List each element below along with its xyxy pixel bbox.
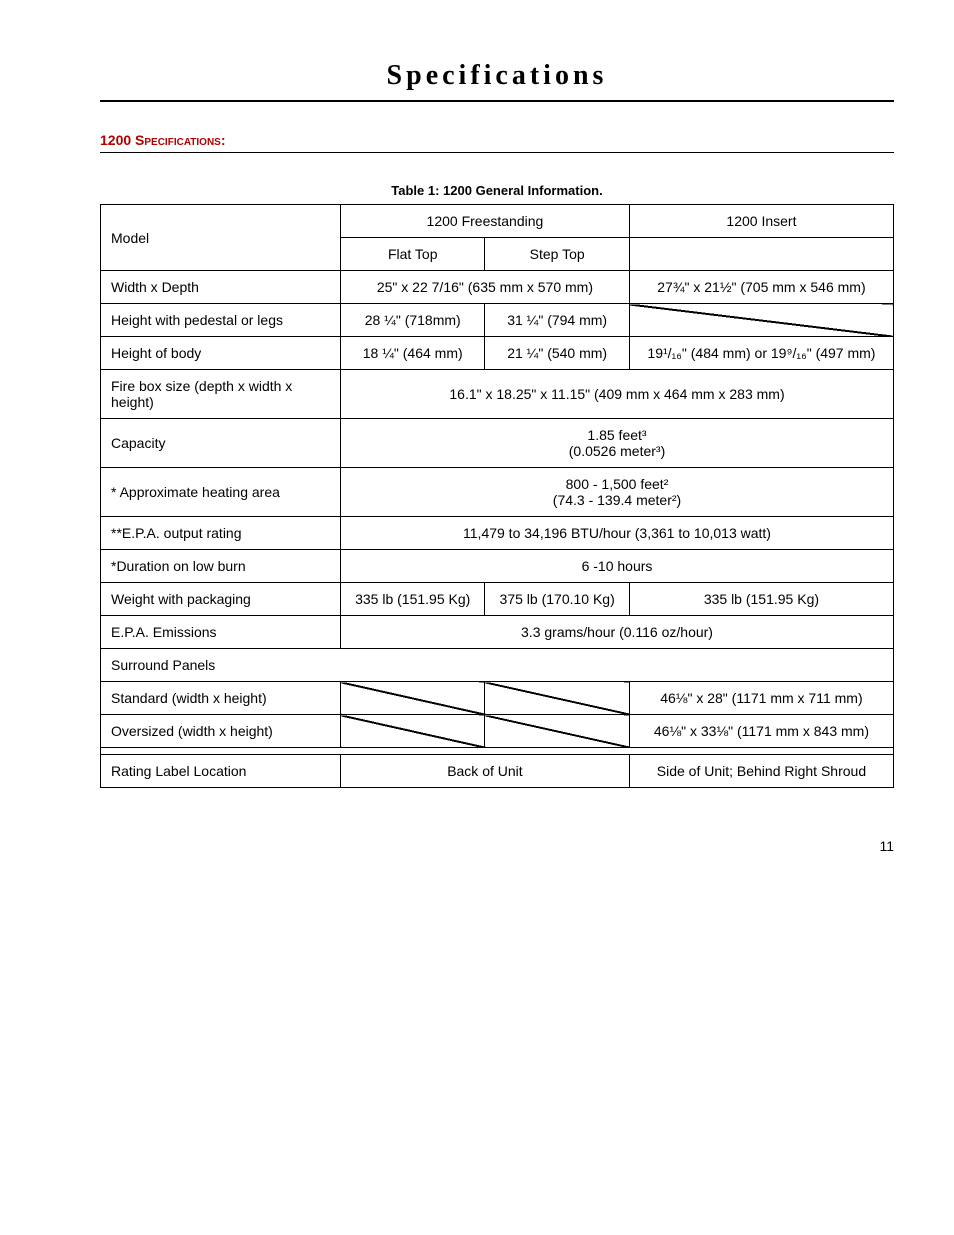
header-freestanding: 1200 Freestanding [341, 205, 630, 238]
table-row: Oversized (width x height) 46⅛" x 33⅛" (… [101, 715, 894, 748]
cell-value: 335 lb (151.95 Kg) [629, 583, 893, 616]
cell-value: 46⅛" x 33⅛" (1171 mm x 843 mm) [629, 715, 893, 748]
table-row: Weight with packaging 335 lb (151.95 Kg)… [101, 583, 894, 616]
cell-value: 3.3 grams/hour (0.116 oz/hour) [341, 616, 894, 649]
cell-value: 21 ¼" (540 mm) [485, 337, 629, 370]
row-label: Rating Label Location [101, 755, 341, 788]
diagonal-cell [341, 715, 485, 748]
section-underline [100, 152, 894, 153]
header-insert: 1200 Insert [629, 205, 893, 238]
row-label: Fire box size (depth x width x height) [101, 370, 341, 419]
row-label: * Approximate heating area [101, 468, 341, 517]
cell-value: 6 -10 hours [341, 550, 894, 583]
cell-line: 1.85 feet³ [587, 427, 646, 443]
cell-line: (0.0526 meter³) [569, 443, 665, 459]
section-title: 1200 Specifications: [100, 132, 894, 148]
table-row: E.P.A. Emissions 3.3 grams/hour (0.116 o… [101, 616, 894, 649]
table-row: Height of body 18 ¼" (464 mm) 21 ¼" (540… [101, 337, 894, 370]
cell-value: 16.1" x 18.25" x 11.15" (409 mm x 464 mm… [341, 370, 894, 419]
table-row: **E.P.A. output rating 11,479 to 34,196 … [101, 517, 894, 550]
cell-value: Side of Unit; Behind Right Shroud [629, 755, 893, 788]
row-label: Height with pedestal or legs [101, 304, 341, 337]
row-label: Surround Panels [101, 649, 894, 682]
page-number: 11 [100, 838, 894, 854]
header-model: Model [101, 205, 341, 271]
cell-line: 800 - 1,500 feet² [566, 476, 669, 492]
row-label: Height of body [101, 337, 341, 370]
cell-value: 800 - 1,500 feet² (74.3 - 139.4 meter²) [341, 468, 894, 517]
table-row: Surround Panels [101, 649, 894, 682]
row-label: Oversized (width x height) [101, 715, 341, 748]
header-step-top: Step Top [485, 238, 629, 271]
row-label: E.P.A. Emissions [101, 616, 341, 649]
row-label: *Duration on low burn [101, 550, 341, 583]
cell-value: 1.85 feet³ (0.0526 meter³) [341, 419, 894, 468]
cell-value: 18 ¼" (464 mm) [341, 337, 485, 370]
cell-value: 375 lb (170.10 Kg) [485, 583, 629, 616]
row-label: Width x Depth [101, 271, 341, 304]
spacer-cell [101, 748, 894, 755]
diagonal-cell [485, 715, 629, 748]
cell-value: 27¾" x 21½" (705 mm x 546 mm) [629, 271, 893, 304]
cell-value: 11,479 to 34,196 BTU/hour (3,361 to 10,0… [341, 517, 894, 550]
cell-value: 335 lb (151.95 Kg) [341, 583, 485, 616]
diagonal-cell [341, 682, 485, 715]
cell-value: 25" x 22 7/16" (635 mm x 570 mm) [341, 271, 630, 304]
cell-line: (74.3 - 139.4 meter²) [553, 492, 681, 508]
row-label: Weight with packaging [101, 583, 341, 616]
specifications-table: Model 1200 Freestanding 1200 Insert Flat… [100, 204, 894, 788]
empty-cell [629, 238, 893, 271]
cell-value: 28 ¼" (718mm) [341, 304, 485, 337]
table-row: Standard (width x height) 46⅛" x 28" (11… [101, 682, 894, 715]
cell-value: 46⅛" x 28" (1171 mm x 711 mm) [629, 682, 893, 715]
table-row: Height with pedestal or legs 28 ¼" (718m… [101, 304, 894, 337]
table-row: Rating Label Location Back of Unit Side … [101, 755, 894, 788]
spacer-row [101, 748, 894, 755]
header-flat-top: Flat Top [341, 238, 485, 271]
row-label: Capacity [101, 419, 341, 468]
table-row: * Approximate heating area 800 - 1,500 f… [101, 468, 894, 517]
table-row: Fire box size (depth x width x height) 1… [101, 370, 894, 419]
row-label: Standard (width x height) [101, 682, 341, 715]
cell-value: Back of Unit [341, 755, 630, 788]
row-label: **E.P.A. output rating [101, 517, 341, 550]
table-row: *Duration on low burn 6 -10 hours [101, 550, 894, 583]
table-caption: Table 1: 1200 General Information. [100, 183, 894, 198]
diagonal-cell [629, 304, 893, 337]
table-row: Capacity 1.85 feet³ (0.0526 meter³) [101, 419, 894, 468]
cell-value: 19¹/₁₆" (484 mm) or 19⁹/₁₆" (497 mm) [629, 337, 893, 370]
diagonal-cell [485, 682, 629, 715]
table-row: Width x Depth 25" x 22 7/16" (635 mm x 5… [101, 271, 894, 304]
table-row: Model 1200 Freestanding 1200 Insert [101, 205, 894, 238]
cell-value: 31 ¼" (794 mm) [485, 304, 629, 337]
page-title: Specifications [100, 60, 894, 102]
